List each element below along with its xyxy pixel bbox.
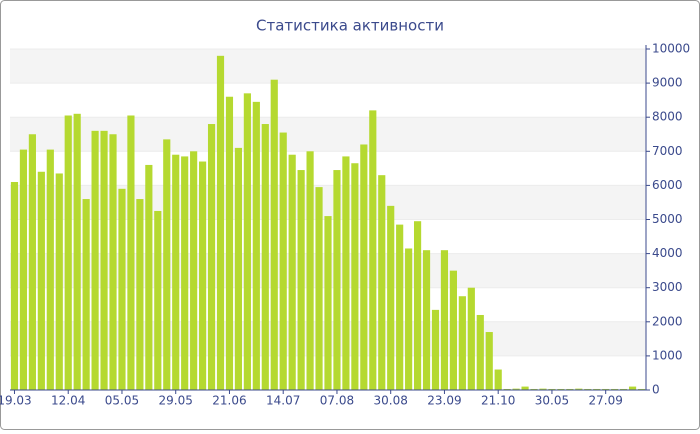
x-tick-label: 14.07 — [266, 394, 300, 408]
bar — [243, 93, 251, 390]
bar — [620, 388, 628, 390]
bar — [127, 115, 135, 391]
bar — [181, 156, 189, 390]
bar — [378, 175, 386, 390]
bar — [172, 154, 180, 390]
bar — [458, 296, 466, 390]
bar — [422, 250, 431, 390]
x-tick-label: 12.04 — [51, 394, 85, 408]
bar — [145, 164, 153, 390]
bar — [333, 170, 341, 390]
bar — [306, 151, 314, 390]
bar — [387, 205, 395, 390]
x-tick-label: 05.05 — [105, 394, 139, 408]
bar — [252, 101, 260, 390]
bar — [593, 388, 601, 390]
x-tick-label: 19.03 — [0, 394, 32, 408]
bar — [530, 388, 538, 390]
bar — [270, 79, 278, 390]
x-tick-label: 21.06 — [212, 394, 246, 408]
x-tick-label: 29.05 — [159, 394, 193, 408]
bar — [467, 287, 475, 390]
bar — [405, 248, 413, 390]
bar — [154, 210, 162, 390]
bar — [440, 250, 449, 390]
bar — [10, 181, 19, 390]
bar — [279, 132, 287, 391]
bar — [396, 224, 404, 390]
bar — [207, 124, 216, 391]
bar — [431, 309, 440, 390]
bar — [315, 187, 323, 390]
y-tick-label: 5000 — [652, 212, 683, 226]
bar — [611, 388, 619, 390]
y-tick-label: 0 — [652, 383, 660, 397]
bar — [190, 151, 198, 390]
bar — [136, 199, 144, 390]
bar — [64, 115, 72, 391]
bar — [37, 171, 45, 390]
bar — [73, 113, 81, 390]
x-tick-label: 30.08 — [374, 394, 408, 408]
bar — [413, 221, 422, 390]
bar — [342, 156, 350, 390]
y-tick-label: 3000 — [652, 280, 683, 294]
bar — [100, 130, 108, 390]
y-tick-label: 10000 — [652, 42, 690, 56]
bar — [163, 139, 171, 390]
x-tick-label: 21.10 — [481, 394, 515, 408]
x-tick-label: 23.09 — [427, 394, 461, 408]
bar — [46, 149, 54, 390]
y-tick-label: 2000 — [652, 314, 683, 328]
grid-band — [10, 49, 646, 84]
y-tick-label: 4000 — [652, 246, 683, 260]
bar — [449, 270, 457, 390]
y-tick-label: 1000 — [652, 348, 683, 362]
bar — [55, 173, 63, 390]
bar — [91, 130, 99, 390]
x-tick-label: 27.09 — [589, 394, 623, 408]
bar — [584, 388, 592, 390]
bar — [118, 188, 126, 390]
bar — [225, 96, 234, 391]
bar — [566, 388, 574, 390]
bar — [216, 55, 225, 390]
bar — [82, 199, 90, 390]
bar — [369, 110, 377, 390]
y-tick-label: 7000 — [652, 144, 683, 158]
bar — [494, 369, 502, 390]
bar — [19, 149, 28, 390]
bar — [360, 144, 368, 390]
bar — [485, 332, 493, 390]
bar — [28, 134, 36, 390]
bar — [602, 388, 610, 390]
bar — [637, 388, 646, 390]
bar — [199, 161, 207, 390]
y-tick-label: 8000 — [652, 110, 683, 124]
bar — [476, 314, 484, 390]
bar — [548, 388, 556, 390]
bar — [261, 124, 269, 391]
y-tick-label: 6000 — [652, 178, 683, 192]
bar — [539, 388, 547, 390]
bar — [628, 386, 637, 390]
bar — [512, 388, 520, 390]
chart-title: Статистика активности — [256, 17, 444, 35]
bar — [557, 388, 565, 390]
bar — [351, 163, 359, 390]
x-tick-label: 30.05 — [535, 394, 569, 408]
x-tick-label: 07.08 — [320, 394, 354, 408]
bar — [297, 170, 305, 390]
y-tick-label: 9000 — [652, 76, 683, 90]
bar — [288, 154, 296, 390]
bar — [324, 216, 332, 390]
bar — [521, 386, 529, 390]
bar — [575, 388, 583, 390]
bar — [503, 388, 511, 390]
bar — [234, 147, 243, 390]
bar — [109, 134, 117, 390]
